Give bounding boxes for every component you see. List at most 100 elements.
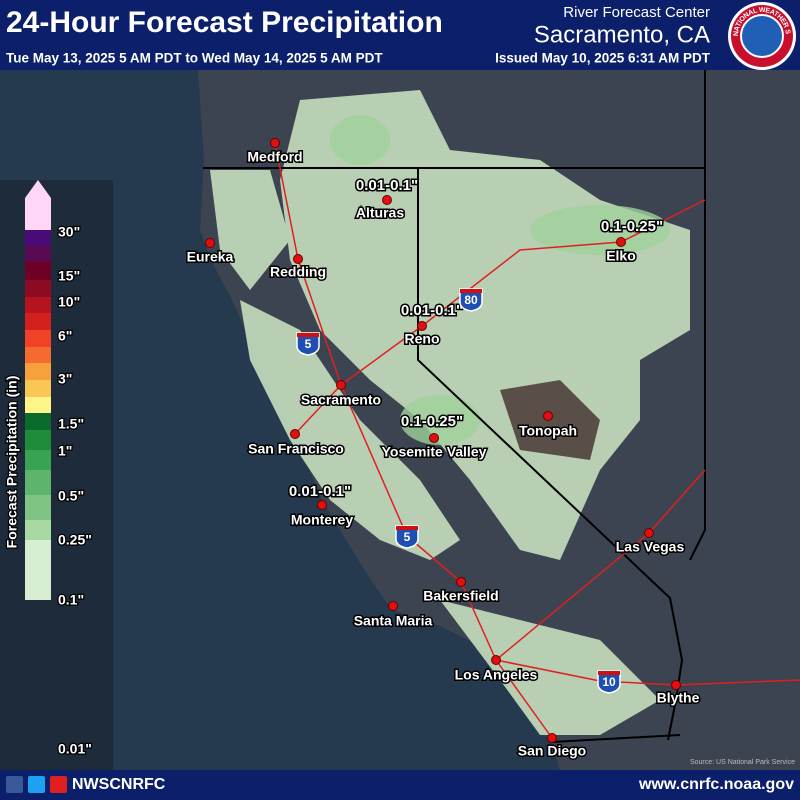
city-label: Redding <box>270 264 326 280</box>
city-dot <box>293 254 303 264</box>
legend-band <box>25 363 51 380</box>
highway-number: 10 <box>602 675 616 689</box>
city-dot <box>491 655 501 665</box>
header <box>0 0 800 70</box>
legend-band <box>25 347 51 363</box>
city-label: Blythe <box>657 690 700 706</box>
legend-bands <box>25 180 51 600</box>
city-label: Yosemite Valley <box>382 444 487 460</box>
city-label: San Francisco <box>248 441 344 457</box>
legend-band <box>25 313 51 330</box>
legend-label: 1" <box>58 443 72 459</box>
city-dot <box>290 429 300 439</box>
city-label: Medford <box>247 149 302 165</box>
source: Source: US National Park Service <box>690 759 795 766</box>
legend-band <box>25 520 51 540</box>
legend-label: 30" <box>58 224 80 240</box>
footer <box>0 770 800 800</box>
title: 24-Hour Forecast Precipitation <box>6 6 443 39</box>
legend-label: 6" <box>58 328 72 344</box>
legend-title: Forecast Precipitation (in) <box>4 376 20 549</box>
center: River Forecast Center <box>563 4 710 21</box>
legend-label: 15" <box>58 268 80 284</box>
handle[interactable]: NWSCNRFC <box>72 776 166 793</box>
logo-center <box>740 14 784 58</box>
legend-band <box>25 495 51 520</box>
legend-label: 0.1" <box>58 592 84 608</box>
legend-label: 3" <box>58 371 72 387</box>
legend-band <box>25 430 51 450</box>
legend-band <box>25 262 51 280</box>
legend-arrow <box>25 180 51 230</box>
city-label: Tonopah <box>519 423 577 439</box>
city-label: Las Vegas <box>616 539 685 555</box>
url[interactable]: www.cnrfc.noaa.gov <box>638 776 794 793</box>
legend-label: 0.25" <box>58 532 92 548</box>
legend-band <box>25 246 51 262</box>
city-dot <box>547 733 557 743</box>
city-dot <box>543 411 553 421</box>
period: Tue May 13, 2025 5 AM PDT to Wed May 14,… <box>6 51 383 66</box>
legend-label: 1.5" <box>58 416 84 432</box>
city-dot <box>317 500 327 510</box>
highway-number: 5 <box>305 337 312 351</box>
amount-label: 0.01-0.1" <box>356 177 418 194</box>
legend-band <box>25 397 51 413</box>
city-label: Bakersfield <box>423 588 498 604</box>
city-dot <box>205 238 215 248</box>
facebook-icon[interactable] <box>6 776 23 793</box>
city-dot <box>417 321 427 331</box>
legend-label: 0.01" <box>58 741 92 757</box>
legend <box>0 180 113 770</box>
city-label: Monterey <box>291 512 353 528</box>
city-dot <box>336 380 346 390</box>
city-dot <box>456 577 466 587</box>
legend-label: 0.5" <box>58 488 84 504</box>
highway-number: 5 <box>404 530 411 544</box>
highway-shield <box>597 670 621 694</box>
highway-shield-top <box>460 289 482 293</box>
city-label: Reno <box>405 331 440 347</box>
issued: Issued May 10, 2025 6:31 AM PDT <box>495 51 711 66</box>
city-dot <box>382 195 392 205</box>
city-dot <box>671 680 681 690</box>
highway-shield-top <box>297 333 319 337</box>
youtube-icon[interactable] <box>50 776 67 793</box>
twitter-icon[interactable] <box>28 776 45 793</box>
highway-shield <box>395 525 419 549</box>
city-dot <box>644 528 654 538</box>
legend-band <box>25 540 51 600</box>
amount-label: 0.01-0.1" <box>401 302 463 319</box>
highway-shield <box>459 288 483 312</box>
city-label: Eureka <box>187 249 234 265</box>
city-dot <box>388 601 398 611</box>
legend-band <box>25 230 51 246</box>
amount-label: 0.1-0.25" <box>401 413 463 430</box>
legend-band <box>25 280 51 297</box>
city-dot <box>270 138 280 148</box>
highway-number: 80 <box>464 293 478 307</box>
city-dot <box>616 237 626 247</box>
city-dot <box>429 433 439 443</box>
city-label: Alturas <box>356 205 404 221</box>
legend-band <box>25 470 51 495</box>
highway-shield <box>296 332 320 356</box>
highway-shield-top <box>598 671 620 675</box>
amount-label: 0.1-0.25" <box>601 218 663 235</box>
legend-band <box>25 380 51 397</box>
location: Sacramento, CA <box>534 21 710 48</box>
legend-label: 10" <box>58 294 80 310</box>
city-label: Santa Maria <box>354 613 433 629</box>
legend-band <box>25 330 51 347</box>
legend-band <box>25 450 51 470</box>
city-label: San Diego <box>518 743 586 759</box>
city-label: Sacramento <box>301 392 381 408</box>
legend-band <box>25 413 51 430</box>
amount-label: 0.01-0.1" <box>289 483 351 500</box>
city-label: Elko <box>606 248 636 264</box>
precip-mid <box>330 115 670 445</box>
highway-shield-top <box>396 526 418 530</box>
city-label: Los Angeles <box>455 667 538 683</box>
legend-band <box>25 297 51 313</box>
